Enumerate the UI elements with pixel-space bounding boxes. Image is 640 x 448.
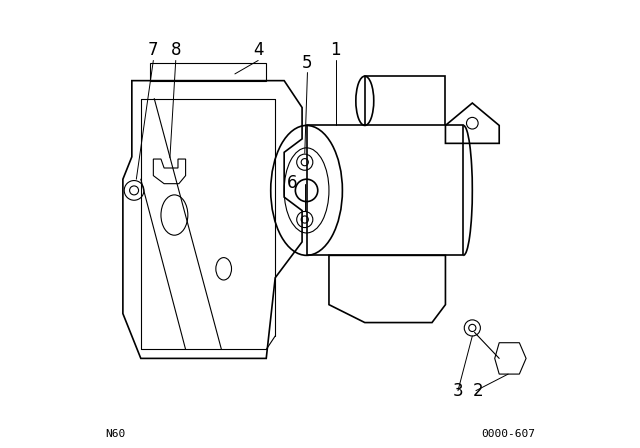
Text: 2: 2 (473, 382, 483, 400)
Text: 0000-607: 0000-607 (481, 429, 535, 439)
Text: N60: N60 (105, 429, 125, 439)
Text: 4: 4 (253, 41, 264, 59)
Text: 6: 6 (287, 174, 298, 192)
Text: 1: 1 (330, 41, 341, 59)
Text: 8: 8 (170, 41, 181, 59)
Text: 5: 5 (302, 54, 313, 72)
Text: 3: 3 (452, 382, 463, 400)
Text: 7: 7 (148, 41, 159, 59)
